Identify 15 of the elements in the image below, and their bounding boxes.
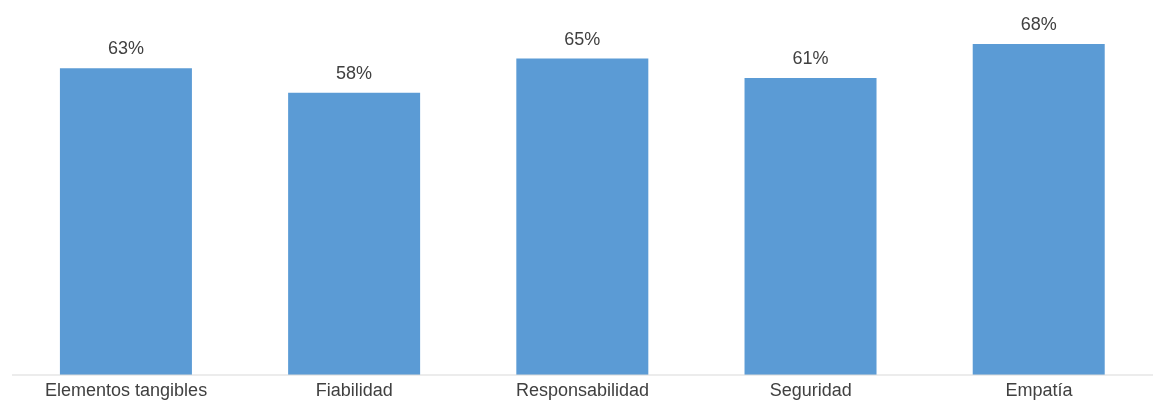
x-tick-label: Empatía [1005, 379, 1074, 400]
x-tick-label: Seguridad [769, 379, 852, 400]
data-label: 65% [564, 28, 601, 49]
x-tick-label: Elementos tangibles [45, 379, 208, 400]
bar [744, 78, 877, 375]
data-label: 63% [107, 38, 144, 59]
bar [288, 92, 421, 375]
bar [59, 68, 192, 375]
data-label: 68% [1020, 14, 1057, 34]
bar [972, 44, 1105, 375]
x-tick-label: Fiabilidad [315, 379, 393, 400]
x-tick-label: Responsabilidad [515, 379, 650, 400]
data-label: 58% [336, 62, 373, 83]
bar [516, 58, 649, 375]
data-label: 61% [792, 48, 829, 69]
